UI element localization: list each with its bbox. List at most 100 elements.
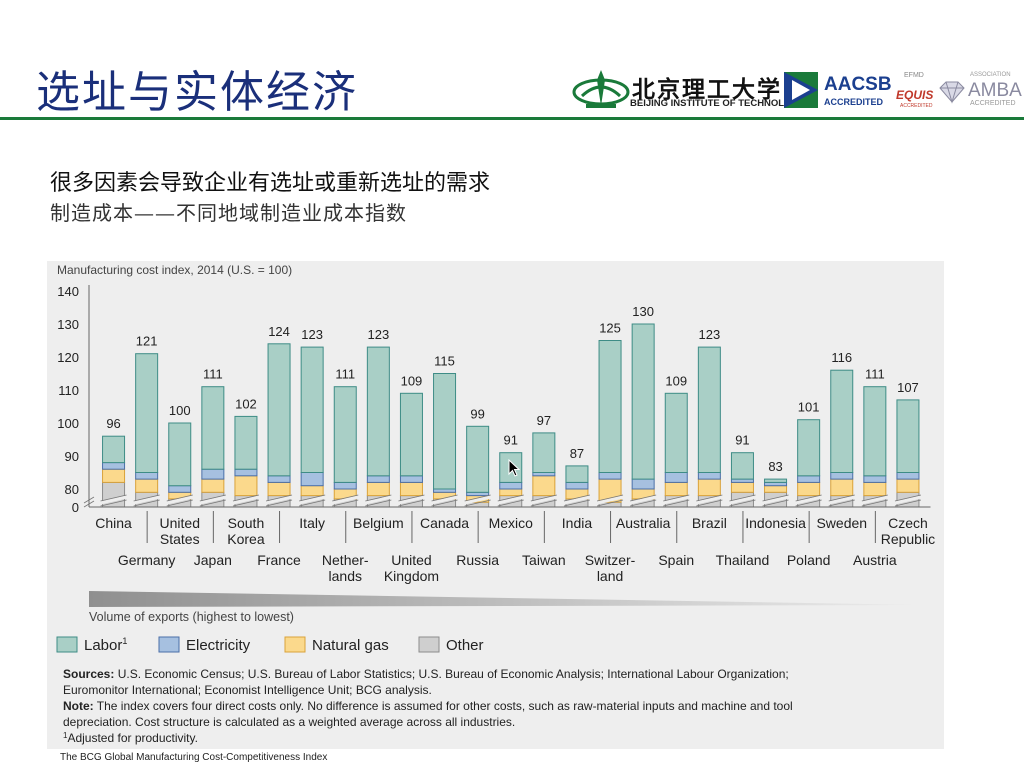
- chart-note-line: Euromonitor International; Economist Int…: [63, 683, 432, 697]
- bar-segment-electricity: [896, 472, 920, 480]
- x-category-label: Austria: [853, 552, 897, 568]
- bar-segment-electricity: [300, 472, 324, 487]
- bar-total-label: 111: [203, 367, 223, 382]
- x-category-label: China: [95, 515, 132, 531]
- axis-break-mark: [596, 499, 624, 507]
- bar-total-label: 121: [136, 334, 158, 349]
- axis-break-mark: [497, 499, 524, 507]
- axis-break-mark: [100, 499, 127, 507]
- axis-break-mark: [795, 494, 822, 502]
- amba-sub-label: ACCREDITED: [970, 100, 1016, 107]
- cost-index-chart: Manufacturing cost index, 2014 (U.S. = 1…: [56, 263, 935, 745]
- chart-panel: Manufacturing cost index, 2014 (U.S. = 1…: [47, 261, 944, 749]
- axis-break-mark: [696, 499, 723, 507]
- axis-break-mark: [332, 499, 359, 507]
- bar-total-label: 100: [169, 403, 191, 418]
- axis-break-mark: [133, 494, 160, 502]
- axis-break-mark: [331, 495, 359, 505]
- note-text: Adjusted for productivity.: [67, 731, 198, 745]
- note-text: Euromonitor International; Economist Int…: [63, 683, 432, 697]
- axis-break-mark: [232, 495, 260, 505]
- bar-segment-labor: [565, 465, 589, 483]
- bar-segment-natural-gas: [102, 468, 126, 483]
- axis-break-mark: [232, 494, 260, 502]
- bar-total-label: 130: [632, 304, 654, 319]
- axis-break-mark: [100, 495, 127, 505]
- axis-break-mark: [133, 495, 160, 505]
- bar-segment-labor: [532, 432, 556, 473]
- bar-segment-natural-gas: [234, 475, 258, 497]
- axis-break-mark: [299, 494, 326, 502]
- bar-segment-natural-gas: [499, 488, 523, 497]
- axis-break-mark: [166, 495, 194, 505]
- axis-break-mark: [894, 494, 922, 502]
- efmd-label: EFMD: [904, 72, 924, 79]
- bar-total-label: 109: [401, 373, 423, 388]
- aacsb-label: AACSB: [824, 74, 892, 95]
- x-category-label: United: [160, 515, 200, 531]
- bar-segment-natural-gas: [797, 481, 821, 497]
- axis-break-mark: [762, 499, 789, 507]
- axis-break-mark: [100, 494, 127, 502]
- bar-total-label: 91: [735, 433, 749, 448]
- axis-break-mark: [894, 499, 922, 507]
- bar-segment-electricity: [664, 472, 688, 483]
- y-tick-label: 80: [65, 482, 79, 497]
- bar-segment-natural-gas: [532, 475, 556, 497]
- axis-break-mark: [563, 494, 591, 502]
- legend-swatch-gas: [284, 636, 306, 653]
- bar-segment-electricity: [102, 462, 126, 470]
- bar-segment-labor: [664, 392, 688, 473]
- logo-bar: 北京理工大学 BEIJING INSTITUTE OF TECHNOLOGY A…: [570, 66, 1024, 116]
- source-footer: The BCG Global Manufacturing Cost-Compet…: [60, 752, 328, 763]
- bar-segment-natural-gas: [830, 478, 854, 497]
- axis-break-mark: [166, 499, 193, 507]
- bar-segment-electricity: [168, 485, 192, 493]
- x-category-label: Germany: [118, 552, 176, 568]
- axis-break-mark: [629, 495, 657, 505]
- x-category-label: Kingdom: [384, 568, 439, 584]
- bar-total-label: 102: [235, 396, 257, 411]
- bar-segment-electricity: [631, 478, 655, 490]
- axis-break-mark: [431, 495, 458, 505]
- x-category-label: Brazil: [692, 515, 727, 531]
- bar-segment-electricity: [333, 481, 357, 490]
- x-category-label: Nether-: [322, 552, 369, 568]
- bar-segment-electricity: [234, 468, 258, 477]
- axis-break-mark: [497, 495, 525, 505]
- axis-break-mark: [696, 495, 723, 505]
- y-tick-label: 120: [57, 350, 79, 365]
- bar-total-label: 91: [504, 433, 518, 448]
- bar-total-label: 123: [698, 327, 720, 342]
- bar-segment-electricity: [267, 475, 291, 483]
- axis-break-mark: [530, 499, 557, 507]
- x-category-label: land: [597, 568, 623, 584]
- x-category-label: Czech: [888, 515, 928, 531]
- axis-break-mark: [464, 499, 491, 507]
- bar-total-label: 107: [897, 380, 919, 395]
- x-category-label: Belgium: [353, 515, 404, 531]
- bar-segment-electricity: [863, 475, 887, 483]
- axis-break-mark: [299, 499, 326, 507]
- x-category-label: Canada: [420, 515, 469, 531]
- bar-segment-labor: [366, 346, 390, 477]
- x-category-label: Poland: [787, 552, 831, 568]
- axis-break-mark: [166, 494, 193, 502]
- bar-segment-electricity: [366, 475, 390, 483]
- x-category-label: Spain: [658, 552, 694, 568]
- legend-label-other: Other: [446, 637, 484, 654]
- axis-break-mark: [298, 495, 326, 505]
- y-axis-break-mark: [83, 500, 95, 508]
- x-category-label: lands: [329, 568, 362, 584]
- axis-break-mark: [696, 494, 723, 502]
- x-category-label: States: [160, 531, 200, 547]
- axis-break-mark: [398, 495, 425, 505]
- bar-segment-labor: [135, 353, 159, 473]
- bar-total-label: 111: [335, 367, 355, 382]
- bar-segment-natural-gas: [664, 481, 688, 497]
- axis-break-mark: [596, 495, 624, 505]
- bar-segment-labor: [730, 452, 754, 480]
- bar-total-label: 83: [768, 459, 782, 474]
- x-category-label: Mexico: [489, 515, 534, 531]
- axis-break-mark: [729, 495, 756, 505]
